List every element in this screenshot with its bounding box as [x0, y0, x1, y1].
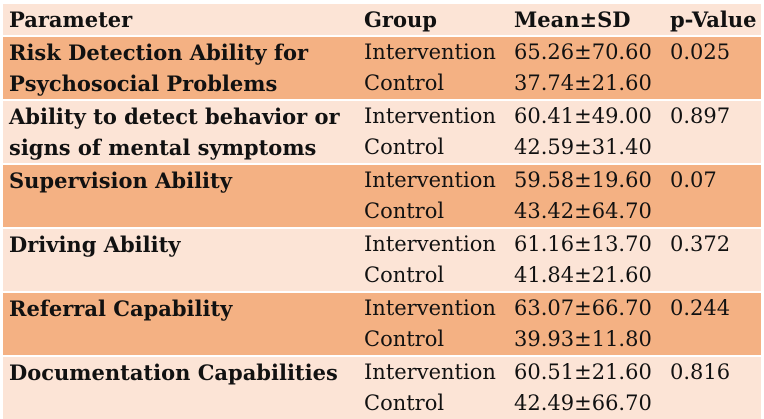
p-value-cell: 0.025 [664, 35, 761, 100]
parameter-cell: Supervision Ability [3, 163, 358, 228]
mean-sd-cell-intervention: 60.41±49.00 [508, 99, 664, 132]
header-p-value: p-Value [670, 7, 757, 32]
table-row: Referral Capability Intervention 63.07±66.… [3, 291, 761, 356]
mean-sd-cell-control: 42.59±31.40 [514, 135, 652, 159]
group-cell-intervention: Intervention [358, 291, 508, 324]
group-cell-control: Control [364, 135, 445, 159]
table-row: Risk Detection Ability for Psychosocial P… [3, 35, 761, 100]
table-row: Ability to detect behavior or signs of me… [3, 99, 761, 164]
group-cell-intervention: Intervention [358, 163, 508, 196]
group-cell-intervention: Intervention [358, 227, 508, 260]
parameter-cell: Ability to detect behavior or signs of me… [3, 99, 358, 164]
mean-sd-cell-intervention: 61.16±13.70 [508, 227, 664, 260]
table-row: Driving Ability Intervention 61.16±13.70 0.… [3, 227, 761, 292]
p-value-cell: 0.372 [664, 227, 761, 292]
results-table-container: Parameter Group Mean±SD p-Value Risk Det… [3, 4, 761, 419]
parameter-line: Supervision Ability [9, 168, 232, 193]
group-cell-control: Control [364, 71, 445, 95]
parameter-cell: Driving Ability [3, 227, 358, 292]
table-row: Documentation Capabilities Intervention 60… [3, 355, 761, 419]
p-value-cell: 0.897 [664, 99, 761, 164]
group-cell-intervention: Intervention [358, 35, 508, 68]
mean-sd-cell-control: 41.84±21.60 [514, 263, 652, 287]
results-table: Parameter Group Mean±SD p-Value Risk Det… [3, 4, 761, 419]
table-header-row: Parameter Group Mean±SD p-Value [3, 4, 761, 36]
parameter-cell: Referral Capability [3, 291, 358, 356]
parameter-line: Referral Capability [9, 296, 233, 321]
parameter-line: Risk Detection Ability for [9, 40, 309, 65]
table-body: Risk Detection Ability for Psychosocial P… [3, 35, 761, 419]
parameter-line: Ability to detect behavior or [9, 104, 340, 129]
mean-sd-cell-intervention: 63.07±66.70 [508, 291, 664, 324]
group-cell-control: Control [364, 391, 445, 415]
header-parameter: Parameter [9, 7, 133, 32]
group-cell-control: Control [364, 263, 445, 287]
group-cell-intervention: Intervention [358, 355, 508, 388]
group-cell-intervention: Intervention [358, 99, 508, 132]
parameter-line: Psychosocial Problems [9, 71, 278, 96]
mean-sd-cell-intervention: 60.51±21.60 [508, 355, 664, 388]
p-value-cell: 0.07 [664, 163, 761, 228]
parameter-cell: Documentation Capabilities [3, 355, 358, 419]
mean-sd-cell-intervention: 65.26±70.60 [508, 35, 664, 68]
mean-sd-cell-control: 39.93±11.80 [514, 327, 652, 351]
table-row: Supervision Ability Intervention 59.58±19.… [3, 163, 761, 228]
mean-sd-cell-control: 42.49±66.70 [514, 391, 652, 415]
parameter-line: Documentation Capabilities [9, 360, 338, 385]
header-group: Group [364, 7, 437, 32]
parameter-line: Driving Ability [9, 232, 181, 257]
mean-sd-cell-control: 43.42±64.70 [514, 199, 652, 223]
header-mean-sd: Mean±SD [514, 7, 631, 32]
group-cell-control: Control [364, 327, 445, 351]
mean-sd-cell-control: 37.74±21.60 [514, 71, 652, 95]
p-value-cell: 0.816 [664, 355, 761, 419]
parameter-cell: Risk Detection Ability for Psychosocial P… [3, 35, 358, 100]
mean-sd-cell-intervention: 59.58±19.60 [508, 163, 664, 196]
group-cell-control: Control [364, 199, 445, 223]
p-value-cell: 0.244 [664, 291, 761, 356]
parameter-line: signs of mental symptoms [9, 135, 317, 160]
